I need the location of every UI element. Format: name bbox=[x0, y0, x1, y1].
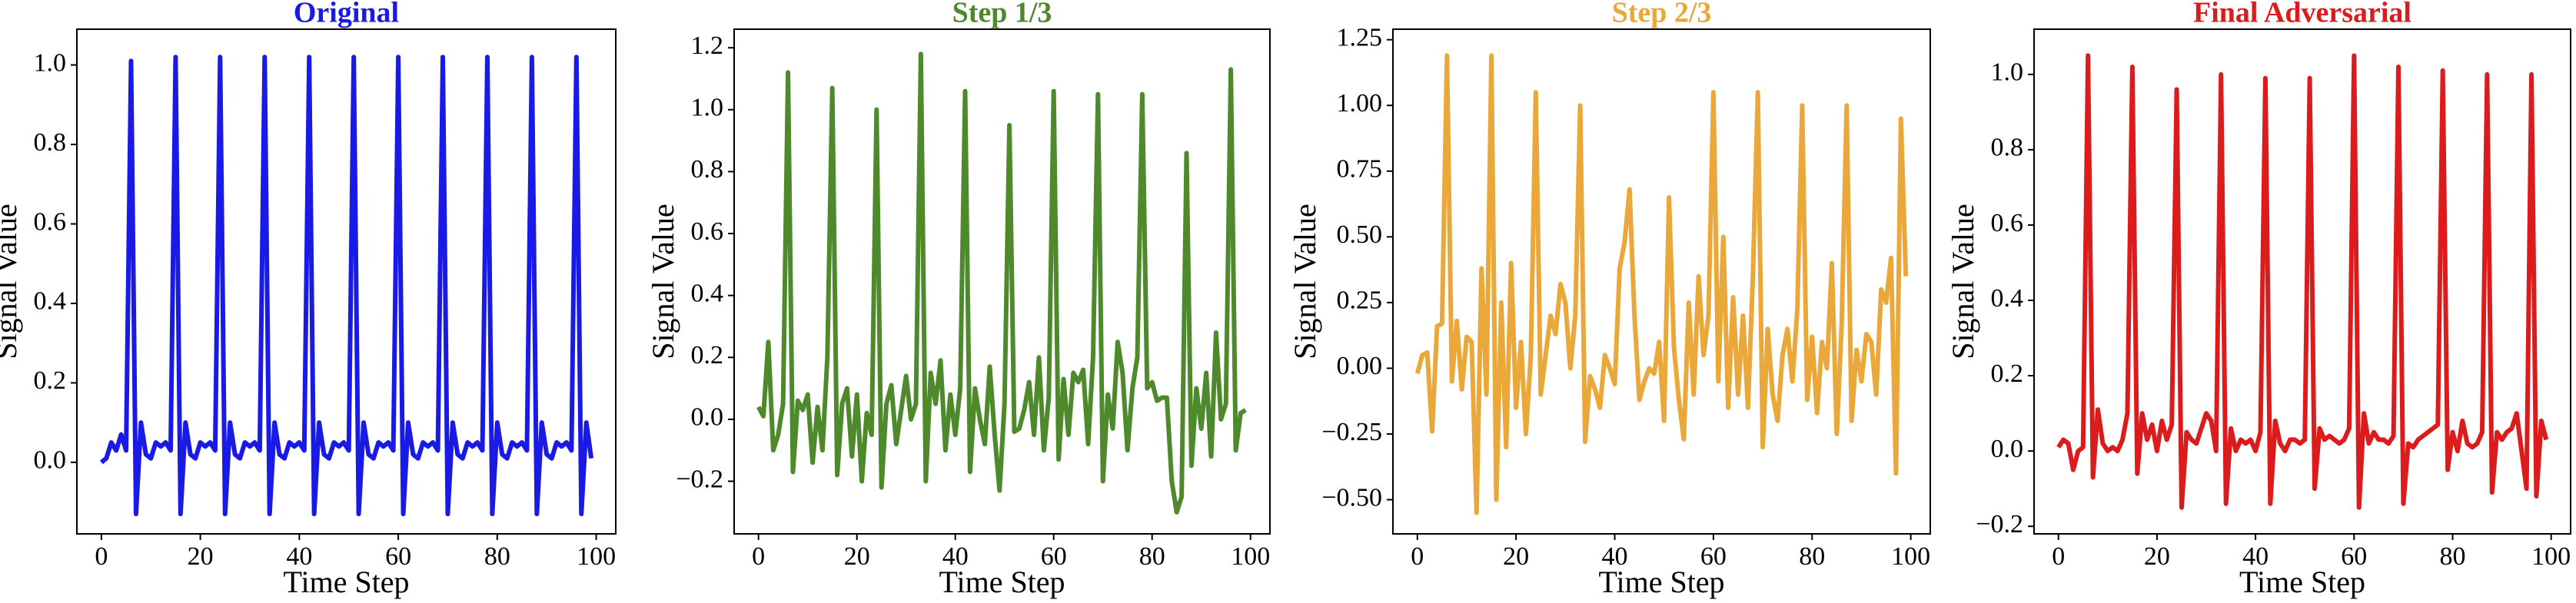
axes-frame bbox=[1392, 28, 1931, 535]
subplot-title: Original bbox=[294, 0, 399, 29]
x-tick-label: 40 bbox=[942, 542, 969, 571]
x-tick-label: 0 bbox=[752, 542, 765, 571]
y-axis-label: Signal Value bbox=[646, 204, 680, 359]
y-tick-label: 0.2 bbox=[34, 366, 67, 395]
y-tick-label: 0.8 bbox=[691, 155, 724, 184]
x-tick-label: 80 bbox=[484, 542, 510, 571]
y-tick-label: 0.2 bbox=[1991, 359, 2024, 388]
x-axis-label: Time Step bbox=[1598, 565, 1724, 599]
y-tick-label: −0.50 bbox=[1321, 483, 1382, 512]
x-tick-label: 100 bbox=[577, 542, 616, 571]
y-tick-label: 0.50 bbox=[1337, 220, 1383, 249]
x-axis-label: Time Step bbox=[283, 565, 409, 599]
x-tick-label: 40 bbox=[1602, 542, 1628, 571]
axes-frame bbox=[76, 28, 617, 535]
y-tick-label: 0.75 bbox=[1337, 155, 1383, 184]
x-tick-label: 100 bbox=[1231, 542, 1270, 571]
x-tick-label: 100 bbox=[2531, 542, 2571, 571]
subplot: Final Adversarial 0 20 40 60 80 100 −0.2 0.0 0.2 0… bbox=[1946, 0, 2571, 599]
y-tick-label: 0.00 bbox=[1337, 352, 1383, 380]
x-tick-label: 20 bbox=[188, 542, 214, 571]
y-tick-label: 0.4 bbox=[34, 287, 67, 316]
signal-line bbox=[2056, 53, 2549, 510]
y-tick-label: 0.4 bbox=[1991, 284, 2024, 313]
y-tick-label: 1.0 bbox=[691, 94, 724, 122]
x-tick-label: 0 bbox=[95, 542, 108, 571]
y-tick-label: 0.6 bbox=[1991, 209, 2024, 237]
x-tick-label: 60 bbox=[385, 542, 411, 571]
x-tick-label: 20 bbox=[844, 542, 870, 571]
x-tick-label: 60 bbox=[1700, 542, 1727, 571]
y-axis-label: Signal Value bbox=[0, 204, 23, 359]
signal-line bbox=[1414, 53, 1909, 515]
y-tick-label: 0.0 bbox=[691, 403, 724, 432]
x-tick-label: 60 bbox=[1041, 542, 1067, 571]
x-tick-label: 20 bbox=[1503, 542, 1529, 571]
x-tick-label: 80 bbox=[1139, 542, 1165, 571]
y-tick-label: 0.0 bbox=[1991, 435, 2024, 463]
axes-frame bbox=[733, 28, 1271, 535]
subplot: Step 2/3 0 20 40 60 80 100 −0.50 −0.25 0.00 0.25 0.… bbox=[1288, 0, 1931, 599]
x-tick-label: 80 bbox=[1799, 542, 1825, 571]
y-tick-label: −0.2 bbox=[1976, 510, 2023, 538]
y-tick-label: 1.2 bbox=[691, 31, 724, 60]
x-tick-label: 40 bbox=[2242, 542, 2269, 571]
y-tick-label: 0.8 bbox=[34, 128, 67, 157]
x-tick-label: 60 bbox=[2341, 542, 2367, 571]
x-tick-label: 20 bbox=[2144, 542, 2170, 571]
x-tick-label: 0 bbox=[2052, 542, 2065, 571]
y-axis-label: Signal Value bbox=[1288, 204, 1322, 359]
y-tick-label: 0.2 bbox=[691, 341, 724, 369]
y-tick-label: −0.2 bbox=[676, 465, 723, 493]
y-tick-label: 1.0 bbox=[1991, 58, 2024, 87]
signal-line bbox=[756, 51, 1247, 515]
y-tick-label: 0.25 bbox=[1337, 287, 1383, 315]
y-tick-label: 0.0 bbox=[34, 446, 67, 475]
subplot-title: Step 1/3 bbox=[952, 0, 1052, 29]
subplot: Original 0 20 40 60 80 100 0.0 0.2 0.4 0.6 0.8 1.0 Ti… bbox=[0, 0, 617, 599]
x-axis-label: Time Step bbox=[939, 565, 1065, 599]
y-tick-label: 0.6 bbox=[34, 207, 67, 236]
subplot-title: Final Adversarial bbox=[2193, 0, 2411, 29]
y-tick-label: 0.6 bbox=[691, 217, 724, 246]
x-tick-label: 40 bbox=[286, 542, 312, 571]
y-tick-label: 0.8 bbox=[1991, 134, 2024, 162]
x-tick-label: 100 bbox=[1891, 542, 1930, 571]
subplot-title: Step 2/3 bbox=[1612, 0, 1712, 29]
x-tick-label: 0 bbox=[1411, 542, 1424, 571]
x-tick-label: 80 bbox=[2439, 542, 2465, 571]
y-tick-label: 1.00 bbox=[1337, 89, 1383, 118]
y-tick-label: 1.0 bbox=[34, 48, 67, 77]
y-tick-label: 0.4 bbox=[691, 279, 724, 307]
axes-frame bbox=[2033, 28, 2571, 535]
y-tick-label: −0.25 bbox=[1321, 418, 1382, 446]
subplot: Step 1/3 0 20 40 60 80 100 −0.2 0.0 0.2 0.4 0.6 0.8 1… bbox=[646, 0, 1271, 599]
signal-line bbox=[99, 55, 594, 517]
x-axis-label: Time Step bbox=[2239, 565, 2365, 599]
y-axis-label: Signal Value bbox=[1946, 204, 1980, 359]
y-tick-label: 1.25 bbox=[1337, 23, 1383, 51]
